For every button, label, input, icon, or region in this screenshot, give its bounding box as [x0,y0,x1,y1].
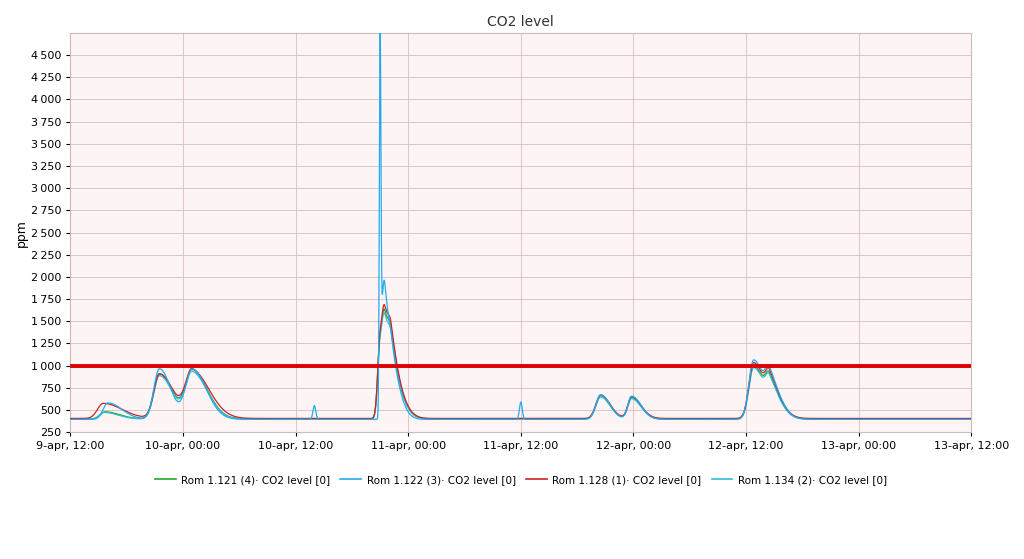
Y-axis label: ppm: ppm [15,219,28,247]
Title: CO2 level: CO2 level [487,15,554,29]
Legend: Rom 1.121 (4)· CO2 level [0], Rom 1.122 (3)· CO2 level [0], Rom 1.128 (1)· CO2 l: Rom 1.121 (4)· CO2 level [0], Rom 1.122 … [151,471,891,489]
